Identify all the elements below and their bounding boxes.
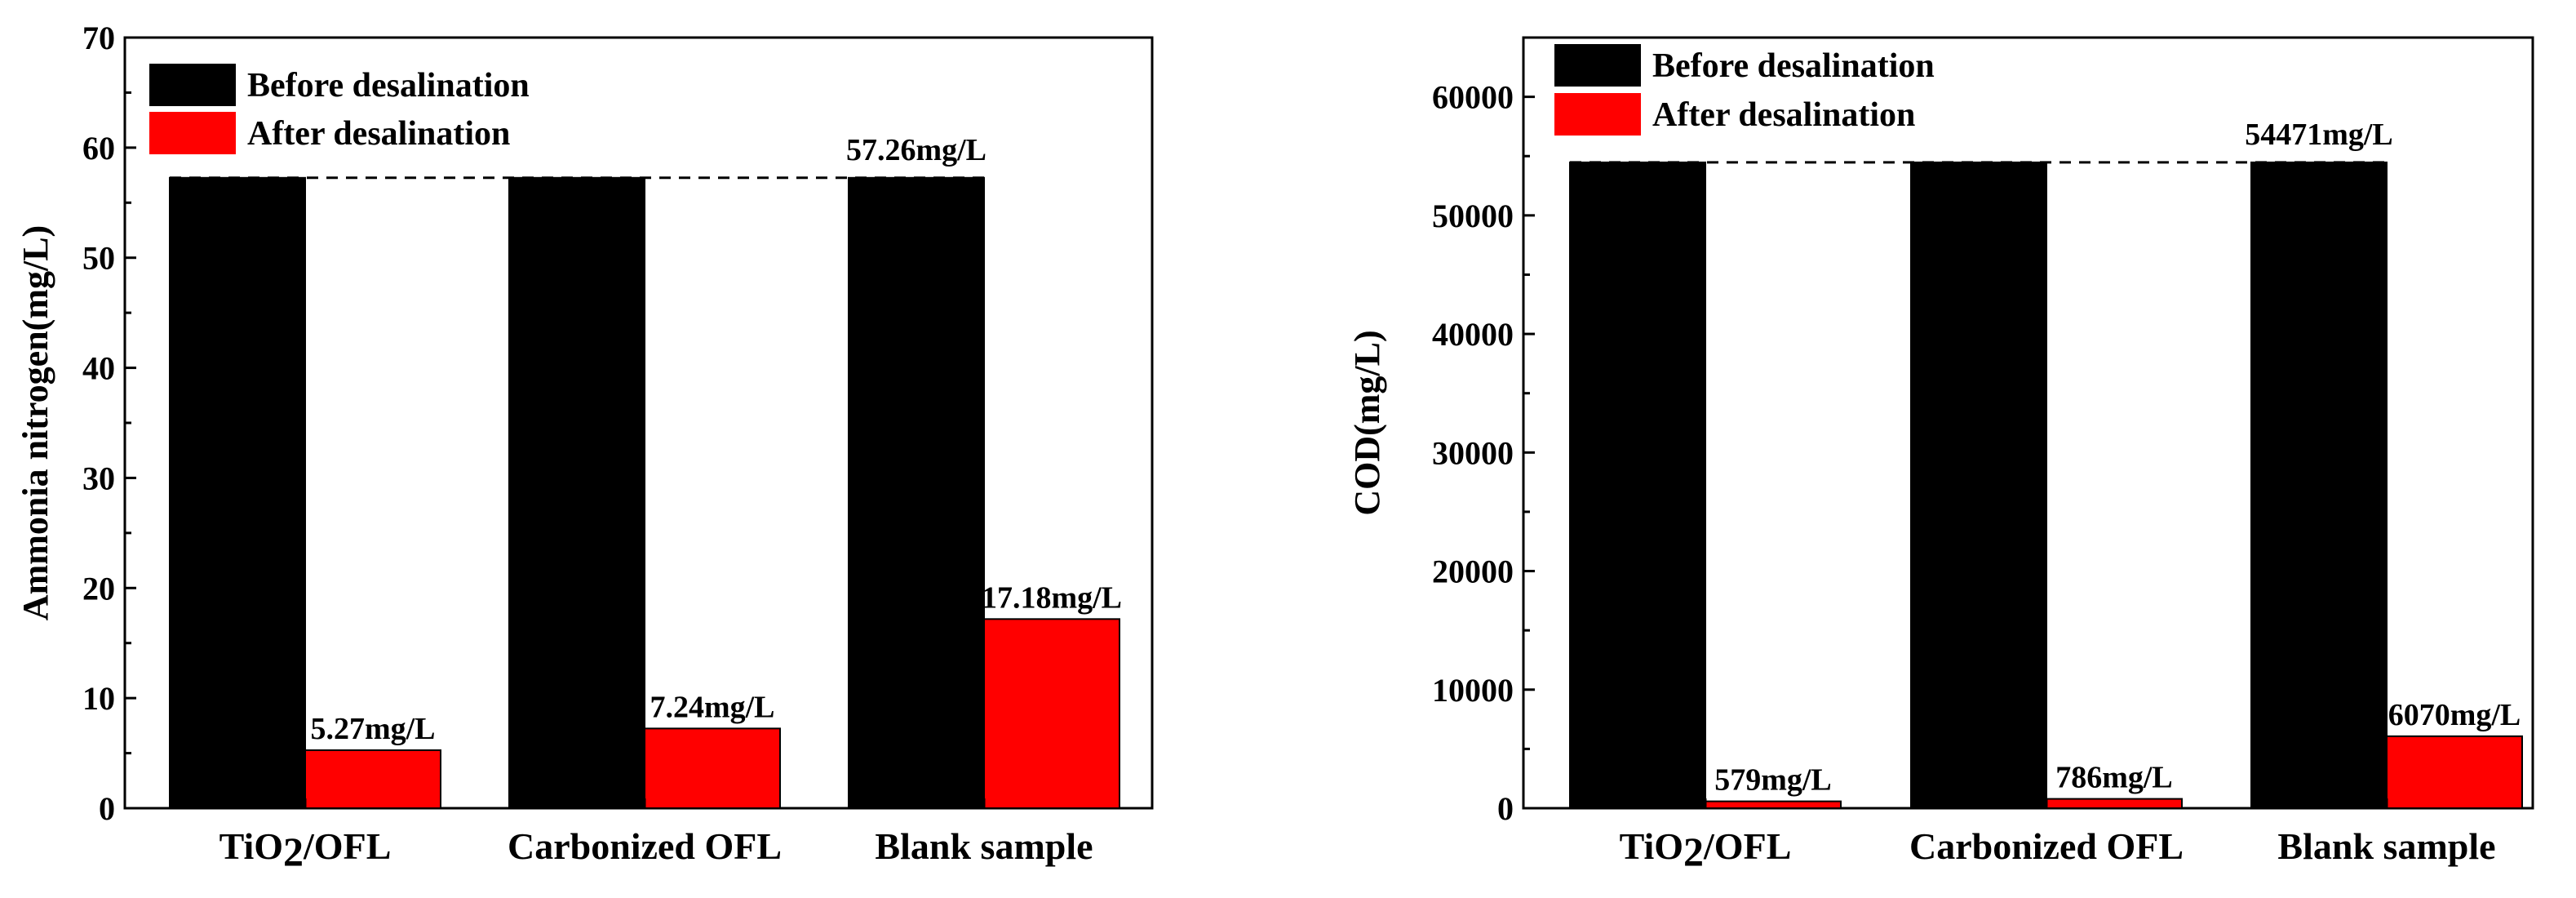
chart2-x-tick-label: TiO2/OFL <box>1620 825 1792 874</box>
chart2-y-axis-label: COD(mg/L) <box>1347 330 1387 515</box>
chart2-x-tick-label: Carbonized OFL <box>1909 825 2184 867</box>
chart1-y-tick-label: 10 <box>82 680 115 717</box>
chart2-legend-label-before: Before desalination <box>1652 47 1935 85</box>
chart1-legend-swatch-after <box>149 112 236 154</box>
chart1-data-label-before: 57.26mg/L <box>846 133 987 167</box>
chart2-y-tick-label: 40000 <box>1432 316 1514 353</box>
chart2-bar-after-0 <box>1705 800 1842 809</box>
chart1-y-tick-label: 70 <box>82 20 115 56</box>
chart1-bar-before-2 <box>848 176 985 810</box>
chart2-legend-swatch-before <box>1554 44 1641 87</box>
chart1-y-tick-label: 50 <box>82 240 115 277</box>
chart1-y-tick-label: 30 <box>82 460 115 496</box>
chart1-y-axis-label: Ammonia nitrogen(mg/L) <box>16 225 55 620</box>
chart2-y-tick-label: 0 <box>1497 790 1514 827</box>
chart2-data-label-before: 54471mg/L <box>2245 118 2393 152</box>
chart1-x-tick-label: TiO2/OFL <box>219 825 392 874</box>
chart2-data-label-after-2: 6070mg/L <box>2388 698 2521 732</box>
chart2-y-tick-label: 20000 <box>1432 553 1514 590</box>
chart1-bar-before-1 <box>508 176 645 810</box>
chart2-y-tick-label: 60000 <box>1432 79 1514 116</box>
chart2-legend-swatch-after <box>1554 93 1641 136</box>
chart1-y-tick-label: 20 <box>82 570 115 607</box>
chart2-bar-after-2 <box>2386 735 2523 809</box>
chart1-y-tick-label: 60 <box>82 130 115 167</box>
chart1-legend-label-after: After desalination <box>247 115 510 153</box>
chart1-bar-before-0 <box>169 176 306 810</box>
chart2-bar-before-0 <box>1569 161 1706 810</box>
chart1-y-tick-label: 0 <box>99 790 115 827</box>
chart2-bar-after-1 <box>2046 798 2183 809</box>
chart2-data-label-after-1: 786mg/L <box>2055 761 2173 795</box>
chart2-y-tick-label: 30000 <box>1432 434 1514 471</box>
chart2-bar-before-2 <box>2250 161 2388 810</box>
chart1-data-label-after-0: 5.27mg/L <box>310 712 435 746</box>
chart1-legend-label-before: Before desalination <box>247 67 530 104</box>
chart2-y-tick-label: 50000 <box>1432 198 1514 234</box>
chart1-x-tick-label: Blank sample <box>875 825 1093 867</box>
chart1-y-tick-label: 40 <box>82 350 115 387</box>
chart2-bar-before-1 <box>1910 161 2047 810</box>
chart1-bar-after-1 <box>644 727 781 809</box>
chart1-bar-after-2 <box>983 618 1120 809</box>
chart2-y-tick-label: 10000 <box>1432 672 1514 709</box>
chart2-x-tick-label: Blank sample <box>2277 825 2495 867</box>
chart1-x-tick-label: Carbonized OFL <box>508 825 782 867</box>
chart1-data-label-after-1: 7.24mg/L <box>650 690 774 724</box>
chart1-data-label-after-2: 17.18mg/L <box>982 580 1122 615</box>
chart1-bar-after-0 <box>304 749 441 810</box>
chart1-legend-swatch-before <box>149 64 236 106</box>
chart2-data-label-after-0: 579mg/L <box>1714 763 1832 798</box>
chart2-legend-label-after: After desalination <box>1652 96 1915 134</box>
